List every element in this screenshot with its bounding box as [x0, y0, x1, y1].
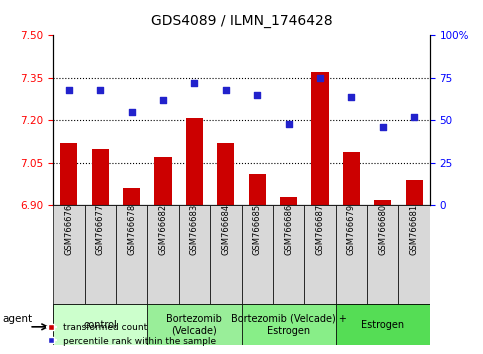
- Text: GSM766686: GSM766686: [284, 204, 293, 255]
- Bar: [85, 205, 116, 304]
- Bar: [155, 157, 171, 205]
- Text: GSM766681: GSM766681: [410, 204, 419, 255]
- Text: Bortezomib (Velcade) +
Estrogen: Bortezomib (Velcade) + Estrogen: [231, 314, 346, 336]
- Bar: [280, 197, 297, 205]
- Bar: [186, 118, 203, 205]
- Text: GSM766678: GSM766678: [127, 204, 136, 255]
- Bar: [53, 205, 85, 304]
- Bar: [242, 205, 273, 304]
- Bar: [123, 188, 140, 205]
- Text: GSM766684: GSM766684: [221, 204, 230, 255]
- Point: [253, 92, 261, 98]
- Text: GSM766676: GSM766676: [64, 204, 73, 255]
- Bar: [374, 200, 391, 205]
- Text: GSM766680: GSM766680: [378, 204, 387, 255]
- Text: GSM766687: GSM766687: [315, 204, 325, 255]
- Bar: [249, 174, 266, 205]
- Bar: [312, 72, 328, 205]
- Text: Estrogen: Estrogen: [361, 320, 404, 330]
- Bar: [398, 205, 430, 304]
- Bar: [147, 304, 242, 345]
- Text: GSM766679: GSM766679: [347, 204, 356, 255]
- Point: [411, 114, 418, 120]
- Point: [222, 87, 230, 93]
- Point: [316, 75, 324, 81]
- Bar: [179, 205, 210, 304]
- Bar: [336, 304, 430, 345]
- Bar: [116, 205, 147, 304]
- Point: [128, 109, 135, 115]
- Text: GDS4089 / ILMN_1746428: GDS4089 / ILMN_1746428: [151, 14, 332, 28]
- Bar: [273, 205, 304, 304]
- Bar: [217, 143, 234, 205]
- Point: [65, 87, 73, 93]
- Point: [379, 124, 387, 130]
- Bar: [336, 205, 367, 304]
- Text: GSM766685: GSM766685: [253, 204, 262, 255]
- Bar: [60, 143, 77, 205]
- Bar: [367, 205, 398, 304]
- Legend: transformed count, percentile rank within the sample: transformed count, percentile rank withi…: [43, 320, 220, 349]
- Point: [348, 94, 355, 99]
- Text: GSM766677: GSM766677: [96, 204, 105, 255]
- Bar: [147, 205, 179, 304]
- Bar: [304, 205, 336, 304]
- Text: Bortezomib
(Velcade): Bortezomib (Velcade): [167, 314, 222, 336]
- Point: [159, 97, 167, 103]
- Point: [191, 80, 199, 86]
- Text: agent: agent: [3, 314, 33, 324]
- Bar: [343, 152, 360, 205]
- Point: [97, 87, 104, 93]
- Bar: [406, 180, 423, 205]
- Bar: [210, 205, 242, 304]
- Text: GSM766683: GSM766683: [190, 204, 199, 255]
- Bar: [92, 149, 109, 205]
- Text: GSM766682: GSM766682: [158, 204, 168, 255]
- Point: [285, 121, 293, 127]
- Bar: [53, 304, 147, 345]
- Bar: [242, 304, 336, 345]
- Text: control: control: [84, 320, 117, 330]
